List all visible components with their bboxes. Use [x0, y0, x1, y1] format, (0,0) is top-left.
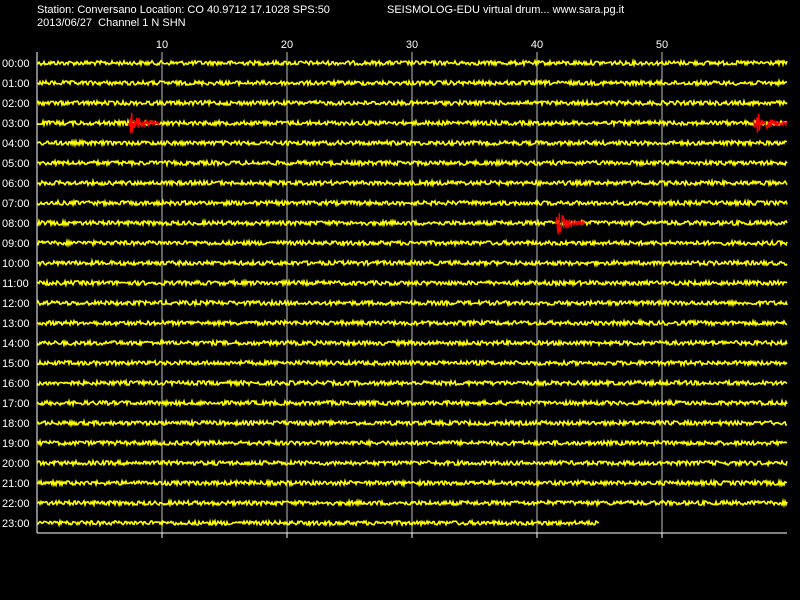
minute-tick-label: 50	[656, 39, 668, 51]
minute-tick-label: 20	[281, 39, 293, 51]
hour-row-label: 13:00	[2, 318, 30, 330]
seismic-event	[752, 113, 788, 133]
grid-layer	[36, 52, 787, 538]
hourly-trace	[36, 458, 788, 468]
hourly-trace	[36, 358, 788, 368]
hourly-trace	[36, 278, 788, 288]
hourly-trace	[36, 397, 788, 409]
minute-tick-label: 10	[156, 39, 168, 51]
hourly-trace	[36, 297, 788, 309]
hour-row-label: 02:00	[2, 98, 30, 110]
event-layer	[127, 112, 788, 235]
hourly-trace	[36, 378, 788, 389]
hourly-trace	[36, 77, 788, 89]
seismic-event	[127, 112, 160, 134]
label-layer: 10 20 30 40 50 00:00 01:00 02:00 03:00 04:00 05:00…	[2, 39, 668, 530]
hourly-trace	[36, 138, 788, 148]
hour-row-label: 15:00	[2, 358, 30, 370]
hour-row-label: 04:00	[2, 138, 30, 150]
hour-row-label: 22:00	[2, 498, 30, 510]
hourly-trace	[36, 158, 788, 169]
hourly-trace	[36, 198, 788, 209]
hourly-trace	[36, 417, 787, 429]
hour-row-label: 19:00	[2, 438, 30, 450]
hour-row-label: 16:00	[2, 378, 30, 390]
hourly-trace	[36, 177, 788, 189]
hour-row-label: 17:00	[2, 398, 30, 410]
hour-row-label: 09:00	[2, 238, 30, 250]
hourly-trace	[36, 337, 788, 348]
hour-row-label: 14:00	[2, 338, 30, 350]
seismic-event	[555, 212, 585, 235]
hourly-trace	[37, 317, 788, 328]
hourly-trace	[36, 477, 788, 489]
hourly-trace	[36, 497, 788, 509]
hour-row-label: 01:00	[2, 78, 30, 90]
hour-row-label: 11:00	[2, 278, 29, 290]
station-info: Station: Conversano Location: CO 40.9712…	[37, 4, 330, 16]
hour-row-label: 12:00	[2, 298, 30, 310]
hour-row-label: 03:00	[2, 118, 30, 130]
hour-row-label: 00:00	[2, 58, 30, 70]
hour-row-label: 10:00	[2, 258, 30, 270]
hourly-trace	[36, 237, 788, 249]
trace-layer	[36, 57, 788, 528]
hour-row-label: 08:00	[2, 218, 30, 230]
hour-row-label: 05:00	[2, 158, 30, 170]
hourly-trace	[36, 98, 788, 108]
hour-row-label: 23:00	[2, 518, 30, 530]
minute-tick-label: 40	[531, 39, 543, 51]
hourly-trace	[36, 217, 788, 229]
minute-tick-label: 30	[406, 39, 418, 51]
date-channel-info: 2013/06/27 Channel 1 N SHN	[37, 17, 186, 29]
hour-row-label: 21:00	[2, 478, 30, 490]
hourly-trace	[36, 57, 788, 68]
app-title: SEISMOLOG-EDU virtual drum... www.sara.p…	[387, 4, 625, 16]
hourly-trace	[36, 257, 788, 269]
hour-row-label: 06:00	[2, 178, 30, 190]
hour-row-label: 18:00	[2, 418, 30, 430]
hourly-trace	[36, 117, 788, 129]
hourly-trace	[36, 438, 788, 449]
hour-row-label: 20:00	[2, 458, 30, 470]
hour-row-label: 07:00	[2, 198, 30, 210]
hourly-trace	[36, 518, 600, 528]
